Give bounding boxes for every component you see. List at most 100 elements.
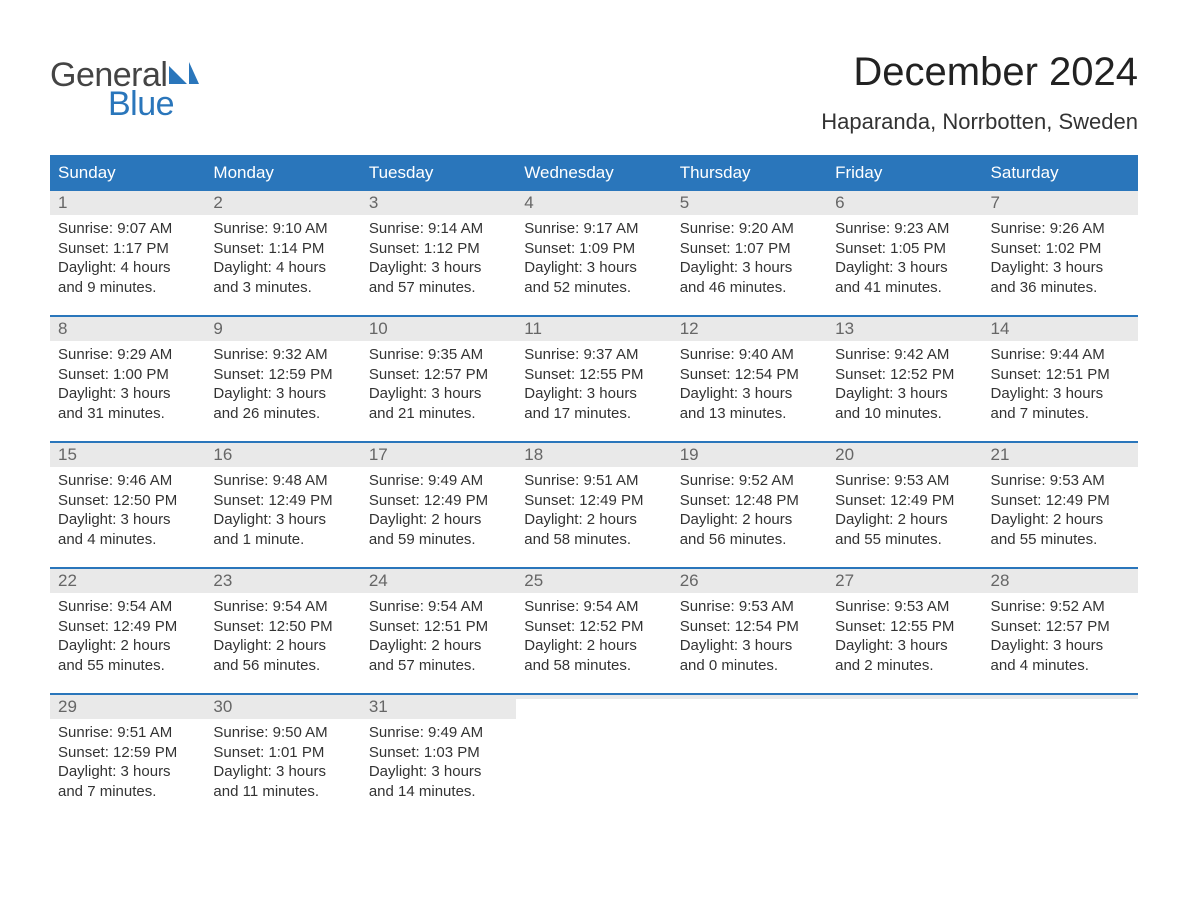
day-number-row xyxy=(983,695,1138,699)
day-number: 25 xyxy=(516,569,671,593)
calendar-week: 8Sunrise: 9:29 AMSunset: 1:00 PMDaylight… xyxy=(50,315,1138,441)
sunrise-line: Sunrise: 9:46 AM xyxy=(58,471,205,491)
day-body: Sunrise: 9:26 AMSunset: 1:02 PMDaylight:… xyxy=(983,215,1138,297)
day-number-row: 24 xyxy=(361,569,516,593)
daylight-line-1: Daylight: 3 hours xyxy=(835,636,982,656)
daylight-line-2: and 55 minutes. xyxy=(835,530,982,550)
day-number-row: 27 xyxy=(827,569,982,593)
daylight-line-2: and 9 minutes. xyxy=(58,278,205,298)
day-number: 10 xyxy=(361,317,516,341)
daylight-line-2: and 58 minutes. xyxy=(524,530,671,550)
day-body: Sunrise: 9:44 AMSunset: 12:51 PMDaylight… xyxy=(983,341,1138,423)
sunset-line: Sunset: 1:02 PM xyxy=(991,239,1138,259)
sunrise-line: Sunrise: 9:53 AM xyxy=(835,597,982,617)
calendar-day: 20Sunrise: 9:53 AMSunset: 12:49 PMDaylig… xyxy=(827,443,982,567)
day-number-row: 28 xyxy=(983,569,1138,593)
sunset-line: Sunset: 12:48 PM xyxy=(680,491,827,511)
day-number-row xyxy=(516,695,671,699)
daylight-line-2: and 7 minutes. xyxy=(58,782,205,802)
calendar-day: 9Sunrise: 9:32 AMSunset: 12:59 PMDayligh… xyxy=(205,317,360,441)
day-number-row: 26 xyxy=(672,569,827,593)
sunset-line: Sunset: 1:00 PM xyxy=(58,365,205,385)
title-block: December 2024 Haparanda, Norrbotten, Swe… xyxy=(821,50,1138,135)
calendar-day: 18Sunrise: 9:51 AMSunset: 12:49 PMDaylig… xyxy=(516,443,671,567)
day-number: 21 xyxy=(983,443,1138,467)
calendar: Sunday Monday Tuesday Wednesday Thursday… xyxy=(50,155,1138,819)
daylight-line-2: and 46 minutes. xyxy=(680,278,827,298)
day-number: 3 xyxy=(361,191,516,215)
sunrise-line: Sunrise: 9:54 AM xyxy=(369,597,516,617)
day-number-row xyxy=(827,695,982,699)
calendar-day xyxy=(672,695,827,819)
weekday-header: Tuesday xyxy=(361,157,516,189)
day-number: 18 xyxy=(516,443,671,467)
sunset-line: Sunset: 12:49 PM xyxy=(524,491,671,511)
calendar-day: 27 Sunrise: 9:53 AMSunset: 12:55 PMDaylig… xyxy=(827,569,982,693)
day-body: Sunrise: 9:50 AMSunset: 1:01 PMDaylight:… xyxy=(205,719,360,801)
weeks-container: 1Sunrise: 9:07 AMSunset: 1:17 PMDaylight… xyxy=(50,189,1138,819)
day-number-row: 10 xyxy=(361,317,516,341)
sunset-line: Sunset: 12:59 PM xyxy=(213,365,360,385)
calendar-week: 29Sunrise: 9:51 AMSunset: 12:59 PMDaylig… xyxy=(50,693,1138,819)
day-number-row xyxy=(672,695,827,699)
day-number-row: 31 xyxy=(361,695,516,719)
day-body: Sunrise: 9:46 AMSunset: 12:50 PMDaylight… xyxy=(50,467,205,549)
weekday-header: Monday xyxy=(205,157,360,189)
calendar-day xyxy=(516,695,671,819)
day-number-row: 15 xyxy=(50,443,205,467)
daylight-line-2: and 31 minutes. xyxy=(58,404,205,424)
day-number xyxy=(983,695,1138,699)
calendar-day: 2Sunrise: 9:10 AMSunset: 1:14 PMDaylight… xyxy=(205,191,360,315)
calendar-day: 14Sunrise: 9:44 AMSunset: 12:51 PMDaylig… xyxy=(983,317,1138,441)
daylight-line-1: Daylight: 3 hours xyxy=(991,258,1138,278)
sunset-line: Sunset: 1:01 PM xyxy=(213,743,360,763)
sunrise-line: Sunrise: 9:20 AM xyxy=(680,219,827,239)
calendar-day: 5Sunrise: 9:20 AMSunset: 1:07 PMDaylight… xyxy=(672,191,827,315)
calendar-day: 19Sunrise: 9:52 AMSunset: 12:48 PMDaylig… xyxy=(672,443,827,567)
daylight-line-2: and 4 minutes. xyxy=(58,530,205,550)
sunset-line: Sunset: 12:49 PM xyxy=(213,491,360,511)
sunset-line: Sunset: 12:55 PM xyxy=(835,617,982,637)
daylight-line-1: Daylight: 3 hours xyxy=(835,384,982,404)
sunset-line: Sunset: 12:49 PM xyxy=(58,617,205,637)
calendar-day: 12Sunrise: 9:40 AMSunset: 12:54 PMDaylig… xyxy=(672,317,827,441)
day-body: Sunrise: 9:23 AMSunset: 1:05 PMDaylight:… xyxy=(827,215,982,297)
day-body: Sunrise: 9:17 AMSunset: 1:09 PMDaylight:… xyxy=(516,215,671,297)
day-number-row: 7 xyxy=(983,191,1138,215)
daylight-line-1: Daylight: 3 hours xyxy=(58,384,205,404)
day-number-row: 11 xyxy=(516,317,671,341)
sunrise-line: Sunrise: 9:52 AM xyxy=(680,471,827,491)
day-number: 27 xyxy=(827,569,982,593)
daylight-line-2: and 41 minutes. xyxy=(835,278,982,298)
daylight-line-1: Daylight: 3 hours xyxy=(58,762,205,782)
day-body: Sunrise: 9:42 AMSunset: 12:52 PMDaylight… xyxy=(827,341,982,423)
day-number-row: 13 xyxy=(827,317,982,341)
sunrise-line: Sunrise: 9:40 AM xyxy=(680,345,827,365)
sunrise-line: Sunrise: 9:51 AM xyxy=(524,471,671,491)
sunset-line: Sunset: 12:49 PM xyxy=(835,491,982,511)
page: General Blue December 2024 Haparanda, No… xyxy=(0,0,1188,859)
daylight-line-1: Daylight: 2 hours xyxy=(835,510,982,530)
calendar-day: 11Sunrise: 9:37 AMSunset: 12:55 PMDaylig… xyxy=(516,317,671,441)
day-body: Sunrise: 9:54 AMSunset: 12:49 PMDaylight… xyxy=(50,593,205,675)
daylight-line-1: Daylight: 3 hours xyxy=(369,258,516,278)
calendar-day: 8Sunrise: 9:29 AMSunset: 1:00 PMDaylight… xyxy=(50,317,205,441)
day-number-row: 21 xyxy=(983,443,1138,467)
day-number: 16 xyxy=(205,443,360,467)
daylight-line-2: and 55 minutes. xyxy=(58,656,205,676)
sunrise-line: Sunrise: 9:50 AM xyxy=(213,723,360,743)
day-number: 20 xyxy=(827,443,982,467)
sunrise-line: Sunrise: 9:54 AM xyxy=(524,597,671,617)
calendar-day: 7Sunrise: 9:26 AMSunset: 1:02 PMDaylight… xyxy=(983,191,1138,315)
day-number-row: 6 xyxy=(827,191,982,215)
sunrise-line: Sunrise: 9:26 AM xyxy=(991,219,1138,239)
day-body: Sunrise: 9:54 AMSunset: 12:50 PMDaylight… xyxy=(205,593,360,675)
day-body: Sunrise: 9:10 AMSunset: 1:14 PMDaylight:… xyxy=(205,215,360,297)
daylight-line-1: Daylight: 2 hours xyxy=(213,636,360,656)
day-body: Sunrise: 9:37 AMSunset: 12:55 PMDaylight… xyxy=(516,341,671,423)
sunset-line: Sunset: 12:49 PM xyxy=(991,491,1138,511)
day-number: 24 xyxy=(361,569,516,593)
daylight-line-1: Daylight: 3 hours xyxy=(991,384,1138,404)
sunrise-line: Sunrise: 9:29 AM xyxy=(58,345,205,365)
daylight-line-1: Daylight: 3 hours xyxy=(524,258,671,278)
